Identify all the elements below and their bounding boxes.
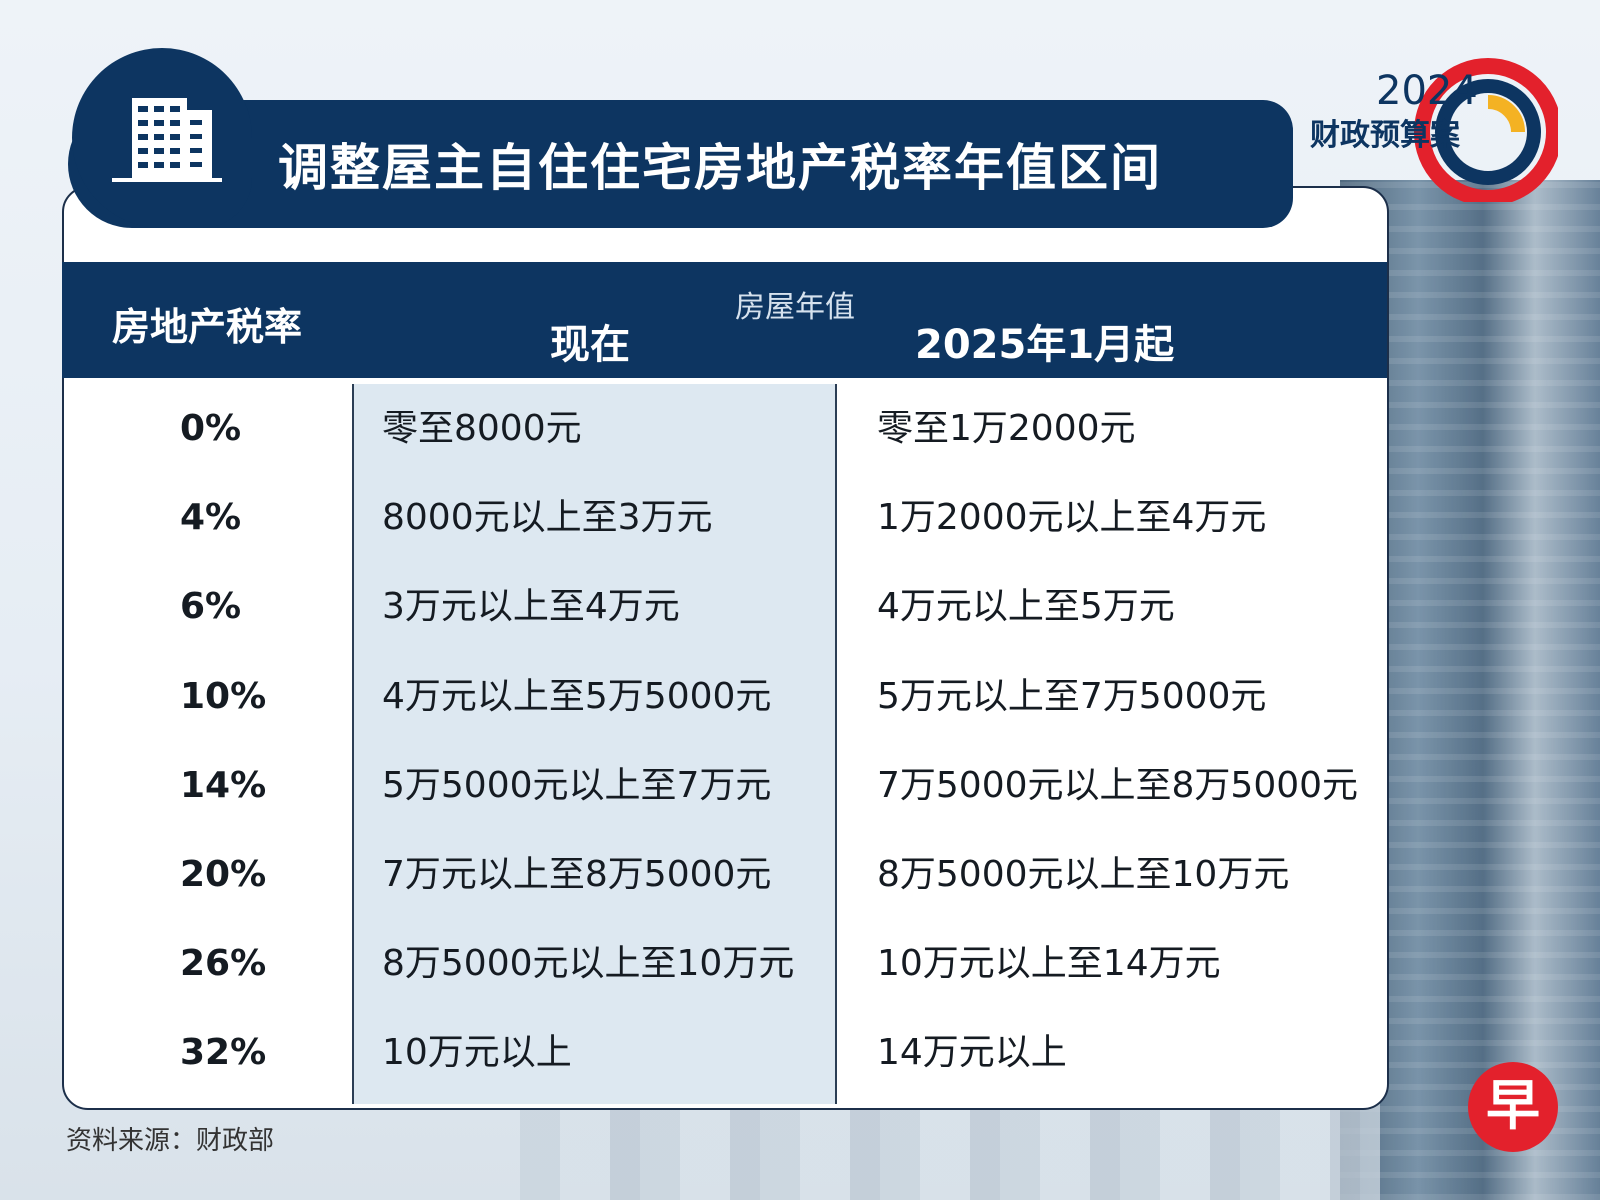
page-title: 调整屋主自住住宅房地产税率年值区间: [278, 139, 1162, 197]
current-range-cell: 零至8000元: [382, 408, 582, 449]
rate-cell: 14%: [180, 764, 267, 806]
budget-ring-icon: [1414, 58, 1558, 202]
header-now: 现在: [550, 322, 630, 368]
building-icon: [112, 98, 222, 182]
rate-cell: 4%: [180, 497, 242, 539]
new-range-cell: 1万2000元以上至4万元: [877, 497, 1267, 539]
title-banner: [68, 100, 1293, 228]
table-row: 14% 5万5000元以上至7万元 7万5000元以上至8万5000元: [62, 741, 1387, 830]
table-row: 6% 3万元以上至4万元 4万元以上至5万元: [62, 562, 1387, 651]
rate-cell: 20%: [180, 853, 267, 895]
new-range-cell: 5万元以上至7万5000元: [877, 675, 1267, 717]
new-range-cell: 零至1万2000元: [877, 408, 1136, 449]
table-row: 4% 8000元以上至3万元 1万2000元以上至4万元: [62, 473, 1387, 562]
current-range-cell: 10万元以上: [382, 1032, 572, 1074]
rate-cell: 26%: [180, 943, 267, 985]
rate-cell: 32%: [180, 1032, 267, 1074]
current-range-cell: 4万元以上至5万5000元: [382, 675, 772, 717]
table-body: 0% 零至8000元 零至1万2000元 4% 8000元以上至3万元 1万20…: [62, 384, 1387, 1098]
rate-cell: 6%: [180, 586, 242, 628]
table-row: 20% 7万元以上至8万5000元 8万5000元以上至10万元: [62, 830, 1387, 919]
new-range-cell: 7万5000元以上至8万5000元: [877, 764, 1359, 806]
header-rate: 房地产税率: [112, 305, 303, 349]
current-range-cell: 7万元以上至8万5000元: [382, 853, 772, 895]
table-row: 10% 4万元以上至5万5000元 5万元以上至7万5000元: [62, 652, 1387, 741]
current-range-cell: 8万5000元以上至10万元: [382, 943, 795, 985]
title-icon-badge: [72, 48, 252, 228]
new-range-cell: 4万元以上至5万元: [877, 586, 1175, 628]
new-range-cell: 8万5000元以上至10万元: [877, 853, 1290, 895]
header-new: 2025年1月起: [915, 322, 1175, 368]
new-range-cell: 14万元以上: [877, 1032, 1067, 1074]
rate-cell: 0%: [180, 408, 242, 449]
new-range-cell: 10万元以上至14万元: [877, 943, 1221, 985]
source-note: 资料来源：财政部: [66, 1126, 275, 1156]
logo-text: 财政预算案: [1310, 118, 1460, 153]
table-row: 32% 10万元以上 14万元以上: [62, 1008, 1387, 1097]
current-range-cell: 8000元以上至3万元: [382, 497, 713, 539]
rate-cell: 10%: [180, 675, 267, 717]
brand-mark: 早: [1468, 1062, 1558, 1152]
table-header: [62, 262, 1387, 378]
current-range-cell: 5万5000元以上至7万元: [382, 764, 772, 806]
current-range-cell: 3万元以上至4万元: [382, 586, 680, 628]
current-column-background: [352, 384, 837, 1104]
table-row: 0% 零至8000元 零至1万2000元: [62, 384, 1387, 473]
logo-year: 2024: [1376, 68, 1478, 114]
header-group: 房屋年值: [735, 290, 855, 325]
table-row: 26% 8万5000元以上至10万元 10万元以上至14万元: [62, 919, 1387, 1008]
